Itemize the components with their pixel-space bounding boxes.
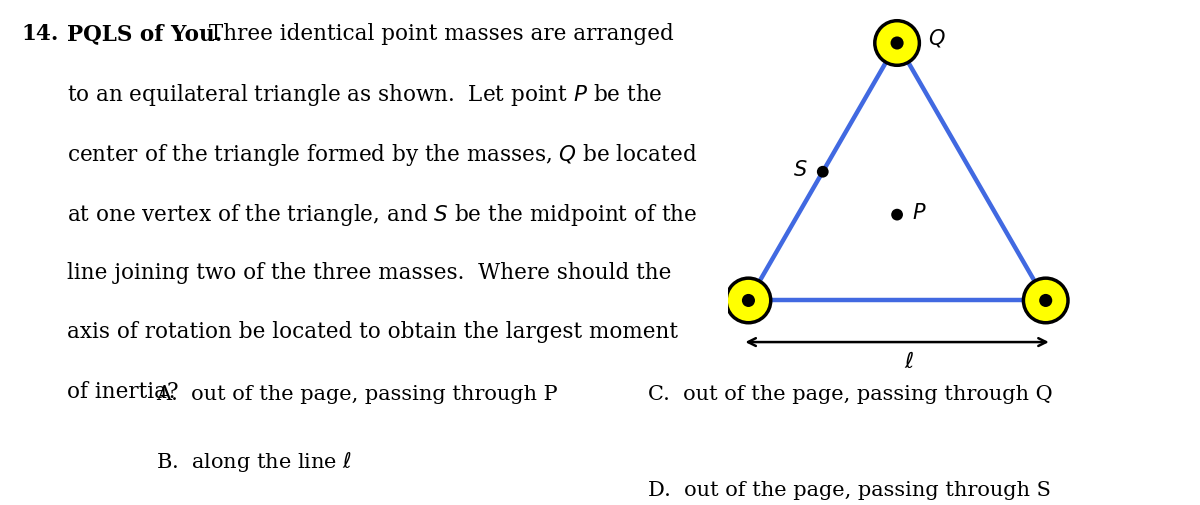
Circle shape: [817, 167, 829, 178]
Text: of inertia?: of inertia?: [67, 380, 179, 402]
Text: to an equilateral triangle as shown.  Let point $P$ be the: to an equilateral triangle as shown. Let…: [67, 82, 662, 108]
Text: PQLS of You.: PQLS of You.: [67, 23, 222, 44]
Circle shape: [742, 294, 755, 308]
Circle shape: [892, 210, 902, 221]
Text: center of the triangle formed by the masses, $Q$ be located: center of the triangle formed by the mas…: [67, 142, 697, 168]
Circle shape: [726, 279, 770, 323]
Text: at one vertex of the triangle, and $S$ be the midpoint of the: at one vertex of the triangle, and $S$ b…: [67, 201, 697, 227]
Circle shape: [1039, 294, 1052, 308]
Circle shape: [890, 37, 904, 50]
Text: D.  out of the page, passing through S: D. out of the page, passing through S: [648, 480, 1051, 499]
Text: $\ell$: $\ell$: [904, 350, 914, 372]
Text: $S$: $S$: [793, 160, 808, 179]
Text: $P$: $P$: [912, 203, 926, 222]
Circle shape: [1024, 279, 1068, 323]
Text: B.  along the line $\ell$: B. along the line $\ell$: [156, 449, 353, 473]
Circle shape: [875, 22, 919, 66]
Text: C.  out of the page, passing through Q: C. out of the page, passing through Q: [648, 384, 1052, 403]
Text: $Q$: $Q$: [929, 27, 946, 49]
Text: Three identical point masses are arranged: Three identical point masses are arrange…: [202, 23, 673, 44]
Text: 14.: 14.: [22, 23, 59, 44]
Text: A.  out of the page, passing through P: A. out of the page, passing through P: [156, 384, 558, 403]
Text: line joining two of the three masses.  Where should the: line joining two of the three masses. Wh…: [67, 261, 672, 283]
Text: axis of rotation be located to obtain the largest moment: axis of rotation be located to obtain th…: [67, 321, 678, 342]
